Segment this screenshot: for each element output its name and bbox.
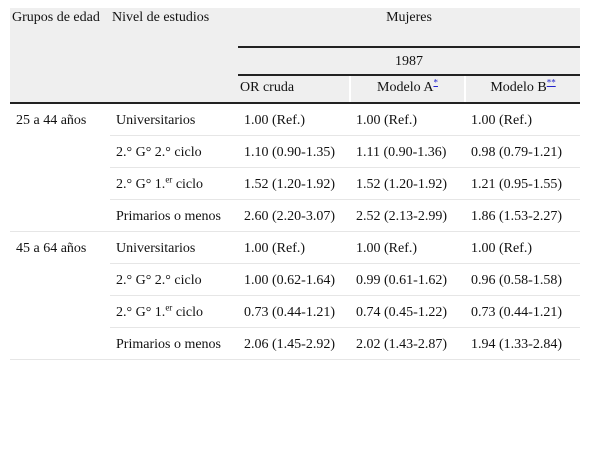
column-label: OR cruda xyxy=(240,80,295,95)
column-header: Modelo A* xyxy=(349,75,465,104)
education-level: 2.° G° 2.° ciclo xyxy=(110,263,238,296)
table-row: 45 a 64 años Universitarios 1.00 (Ref.) 1.0… xyxy=(10,231,581,360)
level-text-end: ciclo xyxy=(172,305,204,320)
column-header: OR cruda xyxy=(238,75,350,104)
footnote-ref: ** xyxy=(547,77,556,87)
table-row: Primarios o menos 2.60 (2.20-3.07) 2.52 (2… xyxy=(10,199,581,232)
value-cell: 1.21 (0.95-1.55) xyxy=(465,167,581,200)
education-level: Universitarios xyxy=(110,103,238,136)
value-cell: 0.74 (0.45-1.22) xyxy=(350,295,465,328)
value-cell: 2.52 (2.13-2.99) xyxy=(350,199,465,232)
value-cell: 1.00 (Ref.) xyxy=(238,231,350,264)
value-cell: 1.52 (1.20-1.92) xyxy=(350,167,465,200)
table-row: 2.° G° 2.° ciclo 1.00 (0.62-1.64) 0.99 (0.… xyxy=(10,263,581,296)
level-sup: er xyxy=(165,302,173,313)
level-text: 2.° G° 2.° ciclo xyxy=(116,145,202,160)
value-cell: 0.98 (0.79-1.21) xyxy=(465,135,581,168)
level-header: Nivel de estudios xyxy=(110,8,238,104)
footnote-link[interactable]: ** xyxy=(546,77,556,88)
year: 1987 xyxy=(238,47,581,76)
level-text: Primarios o menos xyxy=(116,209,221,224)
value-cell: 1.11 (0.90-1.36) xyxy=(350,135,465,168)
footnote-ref: * xyxy=(433,77,438,87)
level-text: Universitarios xyxy=(116,113,196,128)
group-header: Grupos de edad xyxy=(10,8,110,104)
age-group: 25 a 44 años xyxy=(10,103,110,232)
value-cell: 2.02 (1.43-2.87) xyxy=(350,327,465,360)
value-cell: 0.99 (0.61-1.62) xyxy=(350,263,465,296)
footnote-link[interactable]: * xyxy=(433,77,438,88)
age-group: 45 a 64 años xyxy=(10,231,110,360)
level-text: Primarios o menos xyxy=(116,337,221,352)
value-cell: 0.96 (0.58-1.58) xyxy=(465,263,581,296)
level-text-end: ciclo xyxy=(172,177,204,192)
table-row: 2.° G° 2.° ciclo 1.10 (0.90-1.35) 1.11 (0.… xyxy=(10,135,581,168)
education-level: Universitarios xyxy=(110,231,238,264)
value-cell: 0.73 (0.44-1.21) xyxy=(465,295,581,328)
column-label: Modelo A xyxy=(377,80,434,95)
value-cell: 1.00 (0.62-1.64) xyxy=(238,263,350,296)
value-cell: 1.00 (Ref.) xyxy=(465,103,581,136)
table-row: 2.° G° 1.er ciclo 1.52 (1.20-1.92) 1.52 (1… xyxy=(10,167,581,200)
column-header-row: OR cruda Modelo A* Modelo B** xyxy=(10,75,581,104)
level-text: 2.° G° 2.° ciclo xyxy=(116,273,202,288)
value-cell: 1.86 (1.53-2.27) xyxy=(465,199,581,232)
table-row: 25 a 44 años Universitarios 1.00 (Ref.) 1.0… xyxy=(10,103,581,232)
column-header: Modelo B** xyxy=(463,75,581,104)
level-text: 2.° G° 1. xyxy=(116,177,166,192)
column-label: Modelo B xyxy=(490,80,547,95)
value-cell: 1.00 (Ref.) xyxy=(465,231,581,264)
table-body: 25 a 44 años Universitarios 1.00 (Ref.) 1.0… xyxy=(10,103,581,360)
education-level: Primarios o menos xyxy=(110,327,238,360)
value-cell: 1.52 (1.20-1.92) xyxy=(238,167,350,200)
education-level: 2.° G° 1.er ciclo xyxy=(110,167,238,200)
value-cell: 1.10 (0.90-1.35) xyxy=(238,135,350,168)
results-table: Grupos de edad Nivel de estudios Mujeres… xyxy=(10,8,581,360)
value-cell: 1.00 (Ref.) xyxy=(238,103,350,136)
group-title: Mujeres xyxy=(238,8,581,48)
value-cell: 0.73 (0.44-1.21) xyxy=(238,295,350,328)
value-cell: 2.06 (1.45-2.92) xyxy=(238,327,350,360)
value-cell: 2.60 (2.20-3.07) xyxy=(238,199,350,232)
education-level: 2.° G° 1.er ciclo xyxy=(110,295,238,328)
table-row: 2.° G° 1.er ciclo 0.73 (0.44-1.21) 0.74 (0… xyxy=(10,295,581,328)
value-cell: 1.94 (1.33-2.84) xyxy=(465,327,581,360)
education-level: Primarios o menos xyxy=(110,199,238,232)
table-row: Primarios o menos 2.06 (1.45-2.92) 2.02 (1… xyxy=(10,327,581,360)
value-cell: 1.00 (Ref.) xyxy=(350,103,465,136)
table-header: Grupos de edad Nivel de estudios Mujeres… xyxy=(10,8,581,104)
level-sup: er xyxy=(165,174,173,185)
level-text: 2.° G° 1. xyxy=(116,305,166,320)
education-level: 2.° G° 2.° ciclo xyxy=(110,135,238,168)
value-cell: 1.00 (Ref.) xyxy=(350,231,465,264)
level-text: Universitarios xyxy=(116,241,196,256)
